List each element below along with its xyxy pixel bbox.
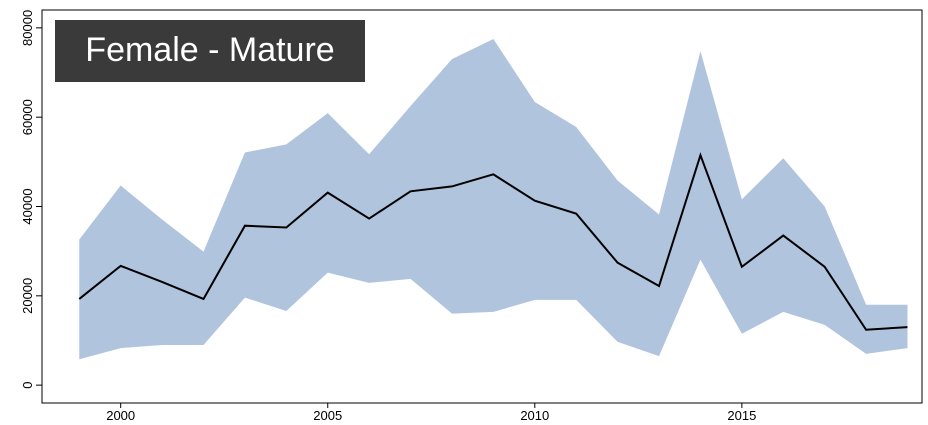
x-tick-label: 2005 [313, 408, 342, 423]
plot-area [78, 39, 908, 360]
y-tick-label: 40000 [20, 188, 35, 224]
x-tick-label: 2010 [520, 408, 549, 423]
estimate-line [78, 152, 908, 331]
y-tick-label: 80000 [20, 10, 35, 46]
title-box [55, 20, 365, 82]
x-tick-label: 2015 [727, 408, 756, 423]
confidence-band [79, 39, 908, 360]
y-tick-label: 20000 [20, 278, 35, 314]
x-tick-label: 2000 [106, 408, 135, 423]
y-tick-label: 60000 [20, 99, 35, 135]
y-tick-label: 0 [20, 382, 35, 389]
chart-title: Female - Mature [85, 31, 334, 69]
